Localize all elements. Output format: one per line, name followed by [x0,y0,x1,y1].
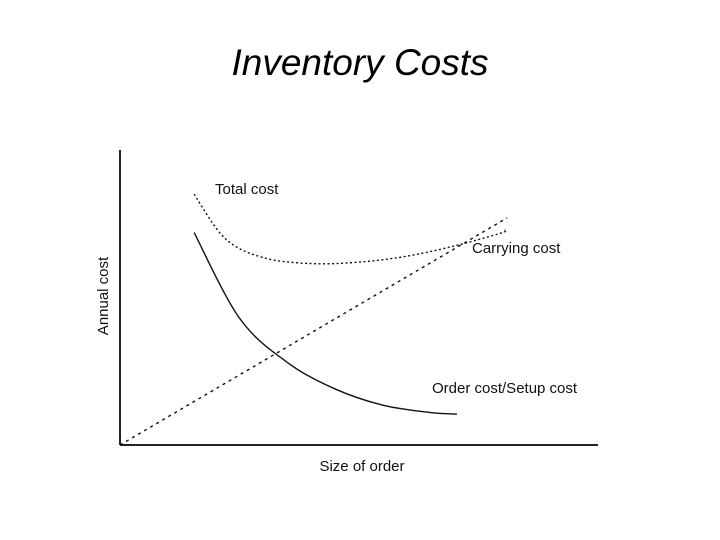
series-line-order-cost-setup-cost [193,232,458,415]
series-label-carrying-cost: Carrying cost [472,240,561,257]
series-label-order-cost: Order cost/Setup cost [432,380,578,397]
slide-title: Inventory Costs [231,42,489,83]
x-axis-label: Size of order [319,458,404,475]
series-line-carrying-cost [119,217,508,446]
y-axis-label: Annual cost [95,256,112,335]
series-label-total-cost: Total cost [215,181,279,198]
series-line-total-cost [193,193,508,265]
